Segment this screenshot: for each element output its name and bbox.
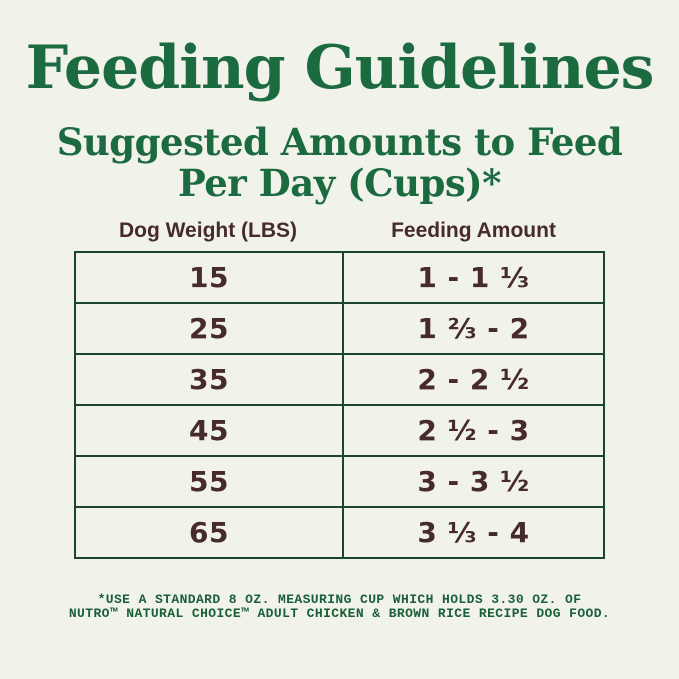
footnote-line-1: *USE A STANDARD 8 OZ. MEASURING CUP WHIC… <box>97 592 582 608</box>
dog-weight-cell: 65 <box>74 506 344 560</box>
dog-weight-cell: 15 <box>74 251 344 305</box>
feeding-amount-cell: 1 ⅔ - 2 <box>342 302 605 356</box>
table-row: 45 2 ½ - 3 <box>74 404 605 458</box>
feeding-amount-cell: 3 - 3 ½ <box>342 455 605 509</box>
table-row: 35 2 - 2 ½ <box>74 353 605 407</box>
table-row: 15 1 - 1 ⅓ <box>74 251 605 305</box>
page-title: Feeding Guidelines <box>25 33 655 103</box>
dog-weight-cell: 25 <box>74 302 344 356</box>
dog-weight-cell: 55 <box>74 455 344 509</box>
dog-weight-cell: 35 <box>74 353 344 407</box>
feeding-amount-cell: 3 ⅓ - 4 <box>342 506 605 560</box>
feeding-amount-cell: 2 ½ - 3 <box>342 404 605 458</box>
table-row: 25 1 ⅔ - 2 <box>74 302 605 356</box>
table-row: 65 3 ⅓ - 4 <box>74 506 605 560</box>
page-subtitle: Suggested Amounts to Feed Per Day (Cups)… <box>0 122 679 203</box>
column-header-feeding-amount: Feeding Amount <box>391 219 556 243</box>
feeding-amount-cell: 1 - 1 ⅓ <box>342 251 605 305</box>
table-column-headers: Dog Weight (LBS) Feeding Amount <box>74 219 605 243</box>
subtitle-line-2: Per Day (Cups)* <box>177 160 502 205</box>
dog-weight-cell: 45 <box>74 404 344 458</box>
feeding-amount-cell: 2 - 2 ½ <box>342 353 605 407</box>
table-row: 55 3 - 3 ½ <box>74 455 605 509</box>
subtitle-line-1: Suggested Amounts to Feed <box>56 120 623 164</box>
feeding-table: 15 1 - 1 ⅓ 25 1 ⅔ - 2 35 2 - 2 ½ 45 2 ½ … <box>74 251 605 560</box>
footnote-line-2: NUTRO™ NATURAL CHOICE™ ADULT CHICKEN & B… <box>68 606 611 622</box>
column-header-dog-weight: Dog Weight (LBS) <box>118 219 298 243</box>
footnote: *USE A STANDARD 8 OZ. MEASURING CUP WHIC… <box>0 593 679 621</box>
